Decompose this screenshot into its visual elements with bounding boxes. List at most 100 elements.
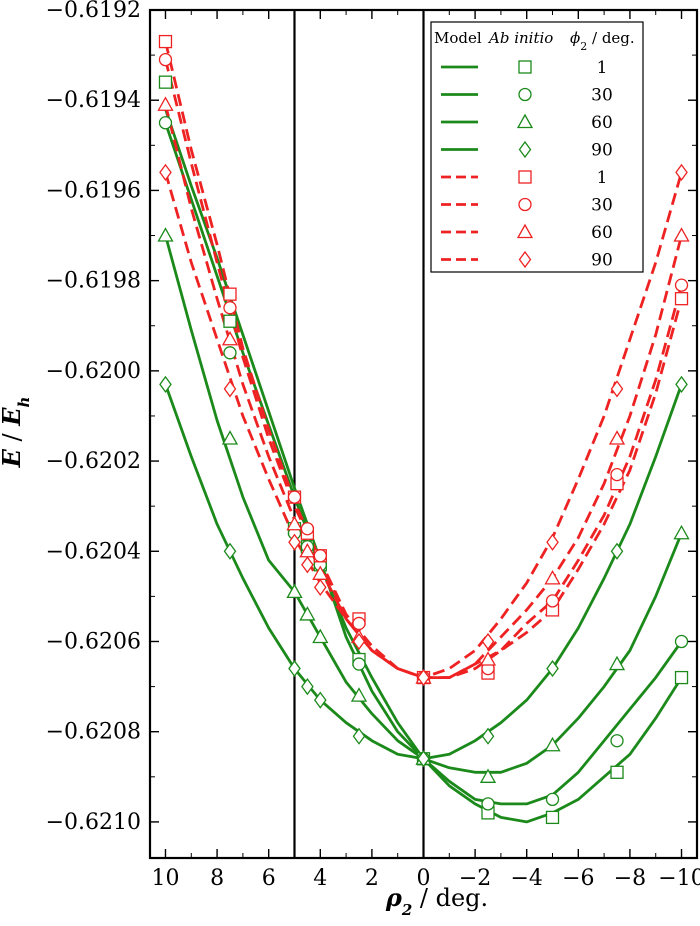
data-point-red-90 [610,380,624,398]
legend-marker-green-30 [518,87,532,102]
x-tick-label: −10 [658,866,700,891]
x-tick-label: 0 [417,866,431,891]
legend-label-red-60: 60 [591,223,613,243]
data-point-green-60 [299,606,316,621]
y-tick-label: −0.6196 [46,178,141,203]
data-point-green-60 [157,227,174,242]
data-point-red-30 [545,594,560,608]
data-point-red-90 [546,533,559,551]
legend-label-green-1: 1 [597,58,608,78]
data-point-red-90 [313,578,327,596]
legend-label-green-30: 30 [591,86,613,106]
data-point-red-60 [673,227,690,242]
legend-label-red-1: 1 [597,168,608,188]
data-point-green-1 [545,810,560,825]
data-point-red-60 [608,430,626,445]
data-point-red-90 [417,668,430,687]
data-point-green-90 [481,727,495,745]
legend-marker-red-30 [518,197,532,212]
legend-rows: 1 30 60 90 1 30 60 90 [441,58,613,271]
data-point-green-1 [674,670,689,685]
data-point-green-90 [288,659,301,678]
y-tick-label: −0.6202 [46,449,141,474]
data-point-green-90 [313,691,327,709]
data-point-red-30 [674,278,689,292]
x-tick-label: 8 [210,866,224,891]
data-point-red-30 [352,616,366,631]
data-markers [157,34,690,825]
data-point-green-1 [223,314,237,328]
data-point-green-30 [158,116,173,130]
data-point-green-90 [417,750,430,768]
axes-frame [148,8,699,860]
data-point-green-30 [352,657,366,671]
y-tick-label: −0.6200 [46,359,141,384]
data-point-green-90 [352,727,366,745]
data-point-green-60 [312,628,329,644]
data-point-red-60 [221,330,239,346]
legend-marker-red-90 [518,250,532,269]
x-tick-label: −4 [510,866,542,891]
y-tick-label: −0.6192 [46,0,141,23]
legend-box [430,21,644,273]
data-point-red-30 [610,467,624,482]
legend-label-green-60: 60 [591,113,613,133]
data-point-red-30 [313,549,327,563]
data-point-red-90 [352,632,366,651]
data-point-green-90 [610,542,624,560]
data-point-green-90 [546,659,559,678]
data-point-green-60 [221,430,239,445]
y-tick-label: −0.6204 [46,539,141,564]
data-point-red-30 [300,522,315,536]
data-point-green-30 [223,346,237,360]
x-tick-label: 6 [262,866,276,891]
legend-label-green-90: 90 [591,141,613,161]
data-point-red-30 [158,52,173,67]
x-tick-label: 10 [151,866,179,891]
data-point-green-30 [674,634,689,649]
y-tick-label: −0.6210 [46,810,141,835]
data-point-red-60 [479,651,497,666]
data-point-red-1 [223,287,237,301]
legend-label-red-30: 30 [591,196,613,216]
data-point-green-60 [350,687,368,702]
legend-marker-red-1 [518,170,532,184]
legend-marker-green-1 [518,60,532,74]
data-point-red-90 [481,632,495,651]
data-point-red-90 [301,556,314,574]
data-point-green-1 [158,75,173,89]
data-point-green-30 [610,734,624,748]
plot-area [293,10,425,858]
data-point-red-90 [223,380,237,398]
data-point-red-90 [288,533,301,551]
data-point-green-30 [481,797,495,811]
y-tick-label: −0.6206 [46,629,141,654]
data-point-red-1 [674,292,689,306]
data-point-green-60 [286,583,303,599]
data-point-red-60 [544,570,561,585]
data-point-green-1 [610,765,624,779]
data-point-green-30 [545,792,560,807]
legend-header-phi: ϕ2 / deg. [570,29,635,53]
data-point-green-60 [673,524,690,540]
data-point-red-1 [158,34,173,49]
data-point-green-60 [479,768,497,783]
x-tick-label: −2 [459,866,491,891]
x-tick-label: 2 [365,866,379,891]
data-point-green-60 [544,736,561,752]
x-tick-label: −8 [614,866,646,891]
legend-header-abinitio: Ab initio [487,29,553,47]
data-point-green-90 [223,542,237,560]
legend-marker-red-60 [516,223,534,239]
legend-header-model: Model [434,29,482,47]
data-point-green-90 [159,375,172,393]
data-point-red-90 [159,163,172,181]
data-point-red-30 [287,490,302,504]
x-axis-label: ρ2 / deg. [385,883,488,919]
legend-marker-green-60 [516,113,534,129]
y-tick-label: −0.6198 [46,269,141,294]
y-tick-label: −0.6208 [46,720,141,745]
legend-marker-green-90 [518,140,532,159]
legend-label-red-90: 90 [591,251,613,271]
